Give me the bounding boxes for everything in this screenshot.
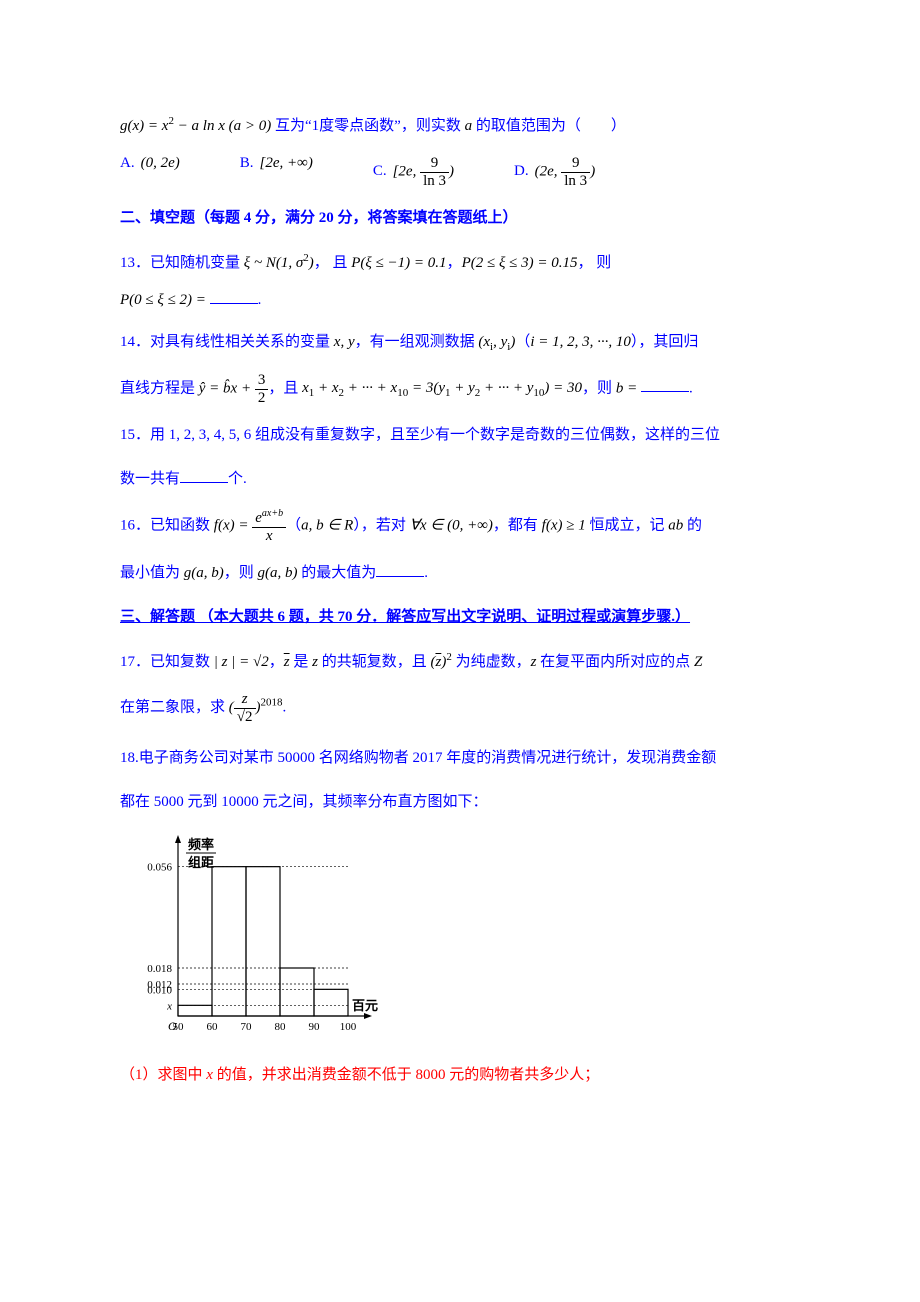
section-3-heading: 三、解答题 （本大题共 6 题，共 70 分．解答应写出文字说明、证明过程或演算… — [120, 602, 800, 632]
blank-q13 — [210, 303, 258, 304]
svg-text:0.056: 0.056 — [147, 862, 172, 874]
svg-text:90: 90 — [309, 1021, 321, 1033]
q13-line1: 13．已知随机变量 ξ ~ N(1, σ2)， 且 P(ξ ≤ −1) = 0.… — [120, 247, 800, 278]
svg-text:80: 80 — [275, 1021, 287, 1033]
q18-sub1: （1）求图中 x 的值，并求出消费金额不低于 8000 元的购物者共多少人； — [120, 1060, 800, 1090]
svg-text:100: 100 — [340, 1021, 357, 1033]
q18-line2: 都在 5000 元到 10000 元之间，其频率分布直方图如下： — [120, 787, 800, 817]
exam-page: g(x) = x2 − a ln x (a > 0) 互为“1度零点函数”，则实… — [0, 0, 920, 1302]
svg-text:O: O — [168, 1019, 177, 1033]
option-b: B.[2e, +∞) — [240, 155, 313, 189]
blank-q14 — [641, 391, 689, 392]
histogram-chart: 频率组距0.0560.0180.0120.010x5060708090100百元… — [120, 831, 800, 1046]
svg-text:x: x — [166, 1000, 172, 1012]
histogram-svg: 频率组距0.0560.0180.0120.010x5060708090100百元… — [120, 831, 380, 1041]
q15-line1: 15．用 1, 2, 3, 4, 5, 6 组成没有重复数字，且至少有一个数字是… — [120, 420, 800, 450]
svg-text:70: 70 — [241, 1021, 253, 1033]
section-2-heading: 二、填空题（每题 4 分，满分 20 分，将答案填在答题纸上） — [120, 203, 800, 233]
svg-text:60: 60 — [207, 1021, 219, 1033]
q15-line2: 数一共有个. — [120, 464, 800, 494]
q12-fragment: g(x) = x2 − a ln x (a > 0) 互为“1度零点函数”，则实… — [120, 110, 800, 141]
blank-q15 — [180, 482, 228, 483]
option-a: A.(0, 2e) — [120, 155, 180, 189]
svg-text:频率: 频率 — [188, 837, 214, 852]
q13-line2: P(0 ≤ ξ ≤ 2) = . — [120, 292, 800, 309]
q16-line2: 最小值为 g(a, b)，则 g(a, b) 的最大值为. — [120, 558, 800, 588]
svg-text:百元: 百元 — [352, 998, 378, 1013]
q17-line1: 17．已知复数 | z | = √2，z 是 z 的共轭复数，且 (z)2 为纯… — [120, 646, 800, 677]
q12-options: A.(0, 2e) B.[2e, +∞) C.[2e, 9ln 3) D.(2e… — [120, 155, 800, 189]
svg-text:0.018: 0.018 — [147, 963, 172, 975]
svg-text:0.010: 0.010 — [147, 984, 172, 996]
q14-line2: 直线方程是 ŷ = b̂x + 32，且 x1 + x2 + ··· + x10… — [120, 372, 800, 406]
svg-text:组距: 组距 — [188, 855, 214, 870]
q14-line1: 14．对具有线性相关关系的变量 x, y，有一组观测数据 (xi, yi)（i … — [120, 327, 800, 358]
q16-line1: 16．已知函数 f(x) = eax+bx（a, b ∈ R），若对 ∀x ∈ … — [120, 508, 800, 544]
q17-line2: 在第二象限，求 (z√2)2018. — [120, 691, 800, 725]
option-d: D.(2e, 9ln 3) — [514, 155, 595, 189]
blank-q16 — [376, 576, 424, 577]
option-c: C.[2e, 9ln 3) — [373, 155, 454, 189]
q18-line1: 18.电子商务公司对某市 50000 名网络购物者 2017 年度的消费情况进行… — [120, 743, 800, 773]
